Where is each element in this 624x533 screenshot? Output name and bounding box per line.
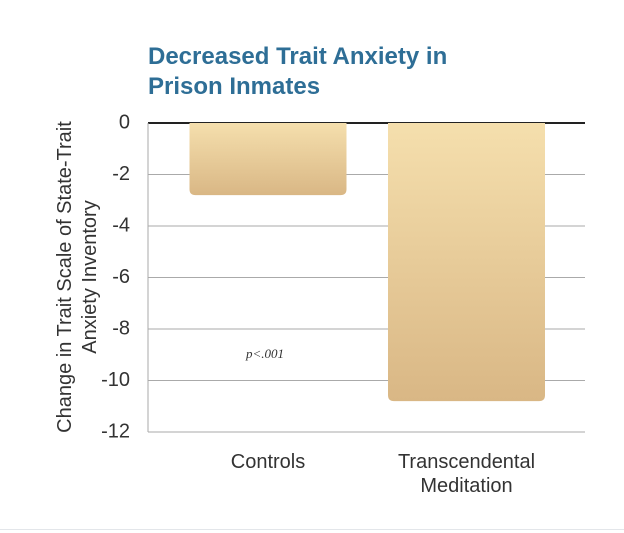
bar [189, 123, 347, 196]
x-tick-label: Controls [230, 451, 306, 473]
y-tick-label: -6 [112, 266, 130, 288]
divider [0, 529, 624, 530]
y-tick-label: -10 [101, 369, 130, 391]
y-axis-label: Change in Trait Scale of State-Trait Anx… [54, 121, 101, 433]
x-tick-label: Transcendental Meditation [397, 451, 536, 497]
annotation: p<.001 [246, 346, 285, 361]
chart-title: Decreased Trait Anxiety in Prison Inmate… [148, 43, 448, 100]
y-tick-label: 0 [119, 111, 130, 133]
y-tick-label: -12 [101, 420, 130, 442]
bar [388, 123, 545, 402]
y-tick-label: -8 [112, 317, 130, 339]
y-tick-label: -4 [112, 214, 130, 236]
y-tick-label: -2 [112, 163, 130, 185]
